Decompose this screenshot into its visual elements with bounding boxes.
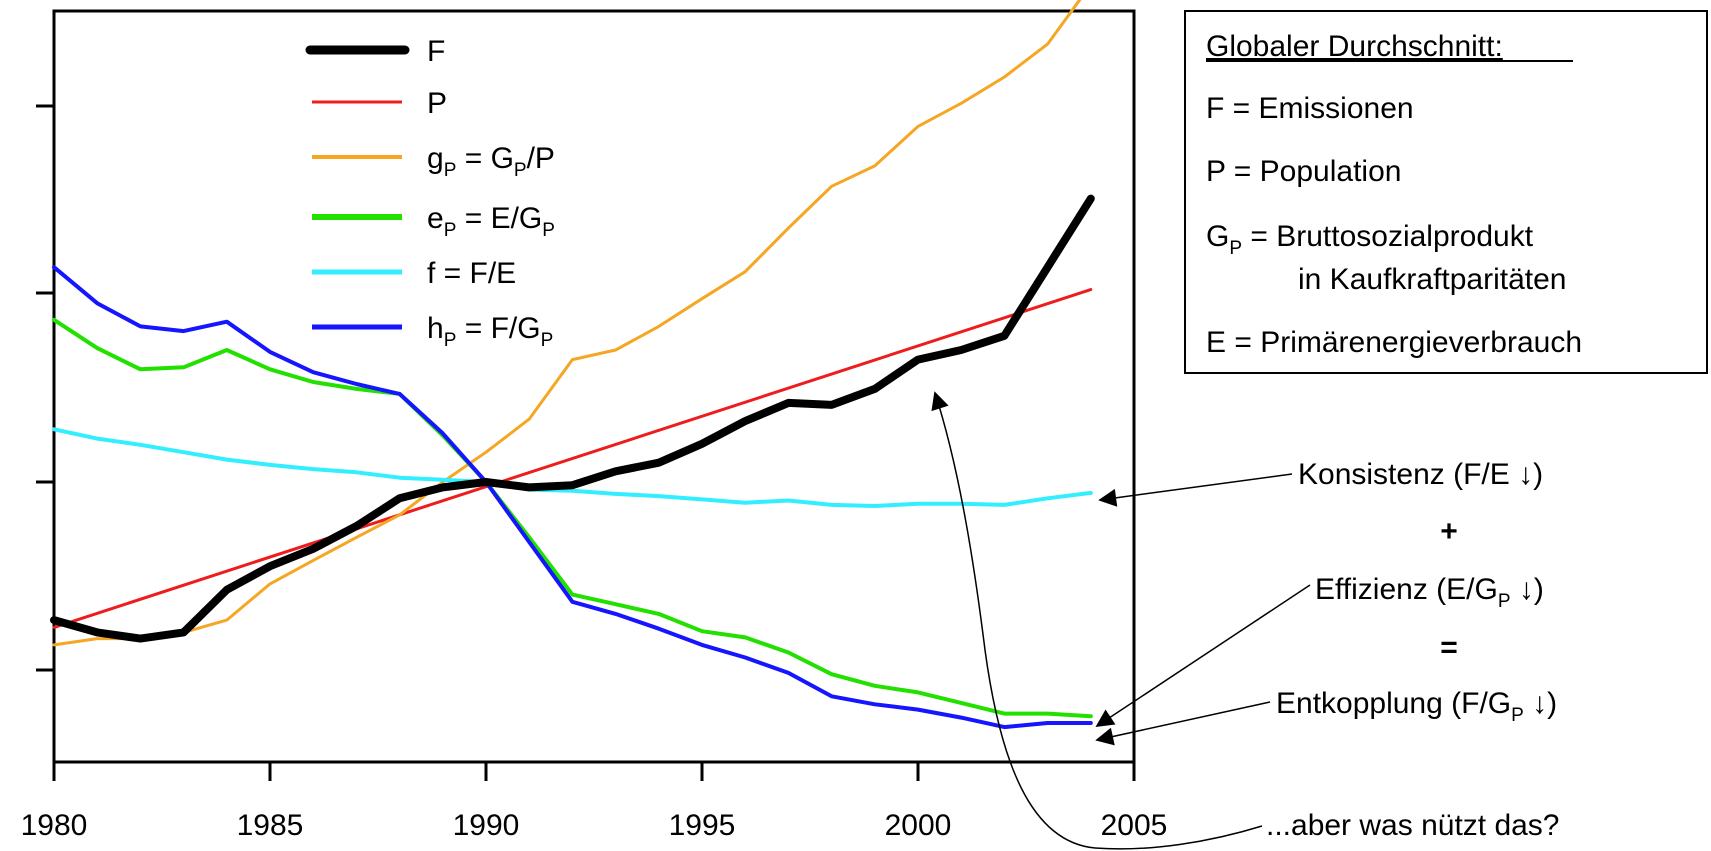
legend-label-gP: gP = GP/P	[427, 142, 555, 181]
info-box-G: GP = Bruttosozialprodukt	[1206, 220, 1534, 259]
annotation-effizienz-a: Effizienz (E/G	[1315, 573, 1498, 606]
legend-eP-sub: P	[444, 220, 457, 241]
annotation-effizienz-b: ↓)	[1511, 573, 1544, 606]
legend-gP-main: g	[427, 142, 444, 175]
legend-gP-sub: P	[444, 160, 457, 181]
legend-gP-rest2: /P	[527, 142, 555, 175]
x-tick-label: 1995	[669, 809, 736, 842]
annotation-konsistenz: Konsistenz (F/E ↓)	[1298, 458, 1543, 491]
info-box-heading: Globaler Durchschnitt:	[1206, 30, 1503, 63]
annotation-effizienz-sub: P	[1498, 591, 1511, 612]
arrow-aber	[931, 391, 1263, 850]
series-line-gP	[52, 0, 1082, 647]
annotation-effizienz: Effizienz (E/GP ↓)	[1315, 573, 1544, 612]
x-tick-label: 1990	[453, 809, 520, 842]
series-layer	[50, 0, 1095, 730]
legend-label-F: F	[427, 35, 445, 68]
legend-hP-sub2: P	[541, 330, 554, 351]
annotation-equals: =	[1440, 631, 1458, 664]
annotation-plus: +	[1440, 515, 1458, 548]
plot-frame	[52, 9, 1136, 764]
info-box-G-sub: P	[1229, 238, 1242, 259]
legend-label-P: P	[427, 87, 447, 120]
info-box-F: F = Emissionen	[1206, 92, 1414, 125]
x-ticks	[52, 762, 1136, 781]
info-box-G-rest: = Bruttosozialprodukt	[1242, 220, 1534, 253]
legend-hP-sub: P	[444, 330, 457, 351]
legend-hP-main: h	[427, 312, 444, 345]
annotation-aber: ...aber was nützt das?	[1266, 809, 1560, 842]
x-tick-label: 1985	[237, 809, 304, 842]
legend-eP-rest: = E/G	[456, 202, 542, 235]
series-line-f	[52, 427, 1093, 508]
legend-hP-rest: = F/G	[456, 312, 540, 345]
arrow-effizienz	[1095, 584, 1311, 727]
series-line-P	[52, 288, 1093, 629]
info-box-P: P = Population	[1206, 155, 1401, 188]
arrow-konsistenz	[1098, 473, 1293, 507]
legend-gP-rest: = G	[456, 142, 514, 175]
arrow-entkopplung	[1095, 701, 1271, 746]
info-box-frame	[1184, 10, 1708, 374]
annotation-entkopplung-sub: P	[1511, 705, 1524, 726]
x-tick-label: 2000	[885, 809, 952, 842]
legend-eP-main: e	[427, 202, 444, 235]
legend-gP-sub2: P	[514, 160, 527, 181]
annotation-entkopplung-a: Entkopplung (F/G	[1276, 687, 1511, 720]
legend-eP-sub2: P	[542, 220, 555, 241]
series-line-F	[50, 194, 1095, 643]
annotation-entkopplung: Entkopplung (F/GP ↓)	[1276, 687, 1557, 726]
info-box-E: E = Primärenergieverbrauch	[1206, 326, 1582, 359]
x-tick-label: 2005	[1101, 809, 1168, 842]
legend-label-hP: hP = F/GP	[427, 312, 553, 351]
annotation-entkopplung-b: ↓)	[1524, 687, 1557, 720]
legend-label-f: f = F/E	[427, 257, 516, 290]
info-box-G-cont: in Kaufkraftparitäten	[1298, 263, 1567, 296]
legend: F P gP = GP/P eP = E/GP f = F/E hP = F/G…	[305, 35, 555, 351]
annotations: Konsistenz (F/E ↓) + Effizienz (E/GP ↓) …	[931, 391, 1560, 850]
info-box: Globaler Durchschnitt: F = Emissionen P …	[1184, 10, 1708, 374]
series-line-eP	[52, 317, 1093, 719]
x-tick-labels: 1980 1985 1990 1995 2000 2005	[21, 809, 1168, 842]
y-ticks	[36, 104, 54, 672]
series-line-hP	[52, 265, 1093, 730]
info-box-G-main: G	[1206, 220, 1229, 253]
x-tick-label: 1980	[21, 809, 88, 842]
legend-label-eP: eP = E/GP	[427, 202, 555, 241]
